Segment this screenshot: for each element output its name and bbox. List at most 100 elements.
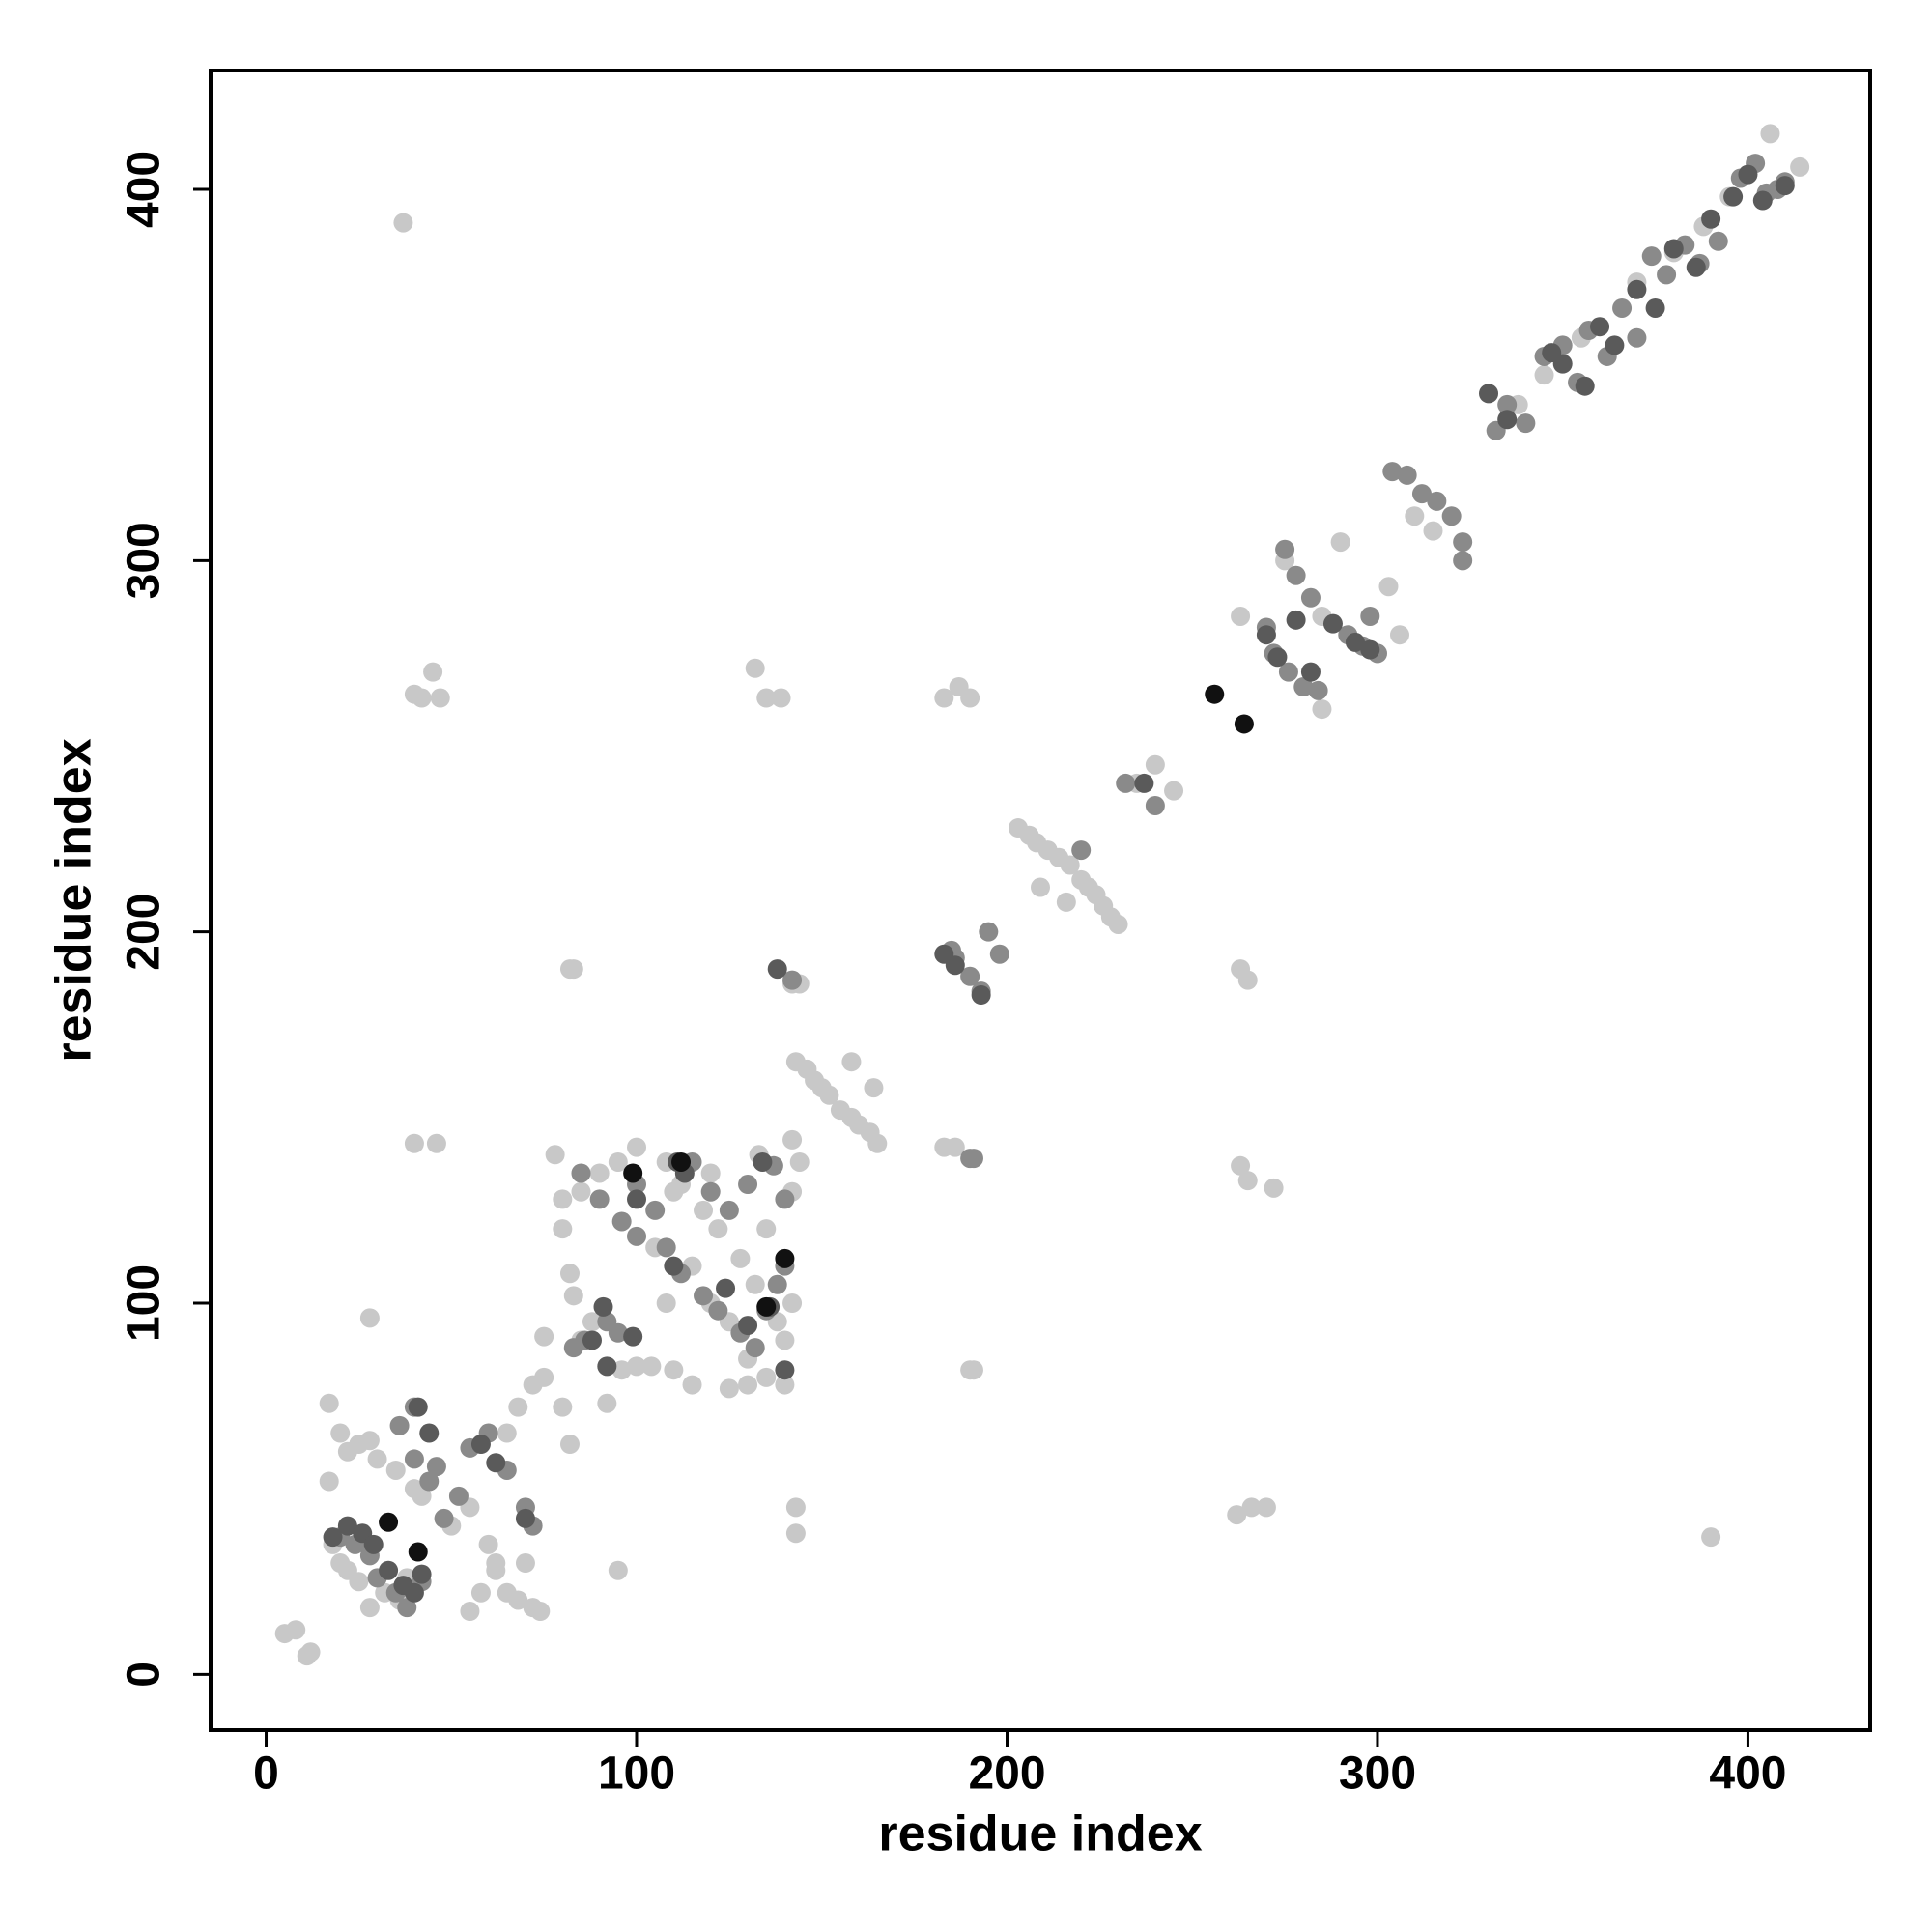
point	[1701, 209, 1721, 229]
point	[775, 1189, 795, 1209]
point	[1056, 892, 1076, 912]
point	[412, 1564, 432, 1584]
point	[1360, 639, 1380, 660]
y-tick-label: 200	[119, 894, 170, 971]
point	[1264, 1178, 1284, 1198]
point	[771, 688, 791, 708]
point	[1231, 1155, 1251, 1176]
point	[1775, 176, 1795, 196]
point	[1164, 781, 1184, 801]
point	[775, 1330, 795, 1350]
point	[775, 1360, 795, 1380]
x-tick-label: 400	[1709, 1748, 1786, 1800]
point	[434, 1508, 454, 1528]
point	[460, 1602, 480, 1622]
point	[1378, 577, 1399, 597]
point	[694, 1200, 714, 1220]
point	[960, 688, 980, 708]
point	[1256, 625, 1276, 645]
point	[782, 970, 803, 990]
point	[589, 1163, 610, 1183]
point	[963, 1360, 983, 1380]
point	[1205, 684, 1225, 704]
point	[1278, 662, 1298, 682]
point	[627, 1356, 647, 1377]
x-tick-label: 100	[598, 1748, 675, 1800]
point	[664, 1256, 684, 1276]
point	[745, 1274, 765, 1294]
point	[1322, 613, 1343, 634]
point	[404, 1133, 424, 1153]
point	[571, 1181, 591, 1202]
point	[627, 1189, 647, 1209]
point	[1627, 327, 1647, 348]
point	[945, 1137, 965, 1157]
point	[1641, 246, 1662, 267]
point	[767, 1274, 787, 1294]
point	[745, 1338, 765, 1358]
point	[738, 1316, 758, 1336]
point	[430, 688, 450, 708]
point	[1663, 239, 1684, 259]
point	[1134, 773, 1154, 793]
point	[719, 1200, 739, 1220]
point	[426, 1457, 446, 1477]
point	[1231, 606, 1251, 626]
point	[286, 1620, 306, 1640]
point	[1256, 1497, 1276, 1518]
point	[623, 1163, 643, 1183]
point	[359, 1308, 380, 1328]
point	[708, 1300, 728, 1321]
point	[404, 1582, 424, 1603]
point	[1300, 662, 1321, 682]
point	[497, 1423, 517, 1443]
point	[1790, 156, 1810, 177]
point	[1627, 279, 1647, 299]
point	[1405, 506, 1425, 526]
plot-frame	[209, 69, 1872, 1732]
y-tick-label: 300	[119, 522, 170, 599]
point	[1534, 365, 1554, 385]
point	[1738, 164, 1758, 185]
point	[716, 1278, 736, 1298]
point	[1060, 855, 1080, 875]
point	[1345, 632, 1365, 652]
point	[719, 1378, 739, 1399]
point	[945, 955, 965, 976]
point	[864, 1078, 884, 1098]
point	[359, 1598, 380, 1618]
point	[385, 1460, 406, 1480]
point	[1453, 532, 1473, 553]
point	[608, 1322, 628, 1343]
point	[756, 1367, 777, 1387]
point	[682, 1375, 702, 1395]
point	[819, 1085, 839, 1105]
point	[1308, 680, 1328, 700]
point	[1590, 317, 1610, 337]
point	[1423, 521, 1443, 541]
point	[611, 1360, 632, 1380]
point	[1723, 186, 1744, 207]
point	[470, 1435, 491, 1455]
y-tick-label: 0	[119, 1662, 170, 1688]
point	[1312, 699, 1332, 720]
point	[1382, 462, 1403, 482]
point	[1612, 298, 1633, 318]
point	[1497, 394, 1518, 414]
point	[664, 1181, 684, 1202]
point	[597, 1356, 617, 1377]
point	[1031, 877, 1050, 897]
point	[367, 1449, 387, 1469]
point	[656, 1237, 676, 1258]
point	[756, 1296, 777, 1317]
point	[363, 1534, 384, 1554]
point	[1645, 298, 1665, 318]
point	[404, 1449, 424, 1469]
point	[1708, 231, 1728, 251]
point	[738, 1375, 758, 1395]
point	[767, 959, 787, 980]
point	[1108, 914, 1128, 934]
point	[1275, 539, 1295, 559]
point	[571, 1163, 591, 1183]
